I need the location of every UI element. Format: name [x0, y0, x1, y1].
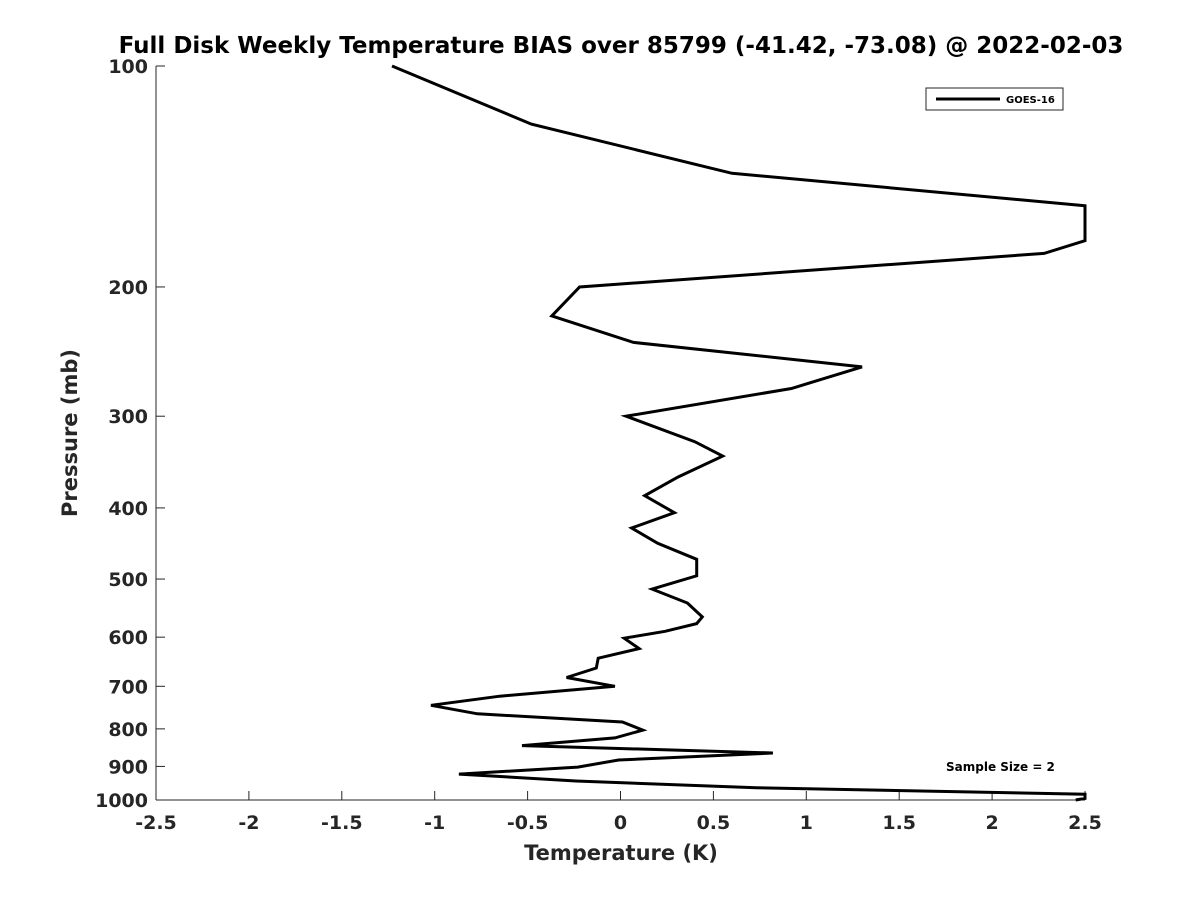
y-tick-label: 600 — [108, 627, 148, 649]
y-tick-label: 300 — [108, 406, 148, 428]
x-tick-label: 1.5 — [882, 812, 916, 834]
y-tick-label: 900 — [108, 756, 148, 778]
x-tick-label: -1 — [424, 812, 445, 834]
y-tick-label: 700 — [108, 676, 148, 698]
x-tick-label: -0.5 — [507, 812, 549, 834]
chart-title: Full Disk Weekly Temperature BIAS over 8… — [119, 33, 1124, 59]
legend-entry-goes-16: GOES-16 — [1006, 95, 1055, 106]
y-tick-label: 200 — [108, 277, 148, 299]
x-axis-label: Temperature (K) — [524, 841, 718, 865]
y-axis-label: Pressure (mb) — [58, 349, 82, 517]
y-tick-label: 1000 — [95, 790, 148, 812]
series-line-goes-16 — [391, 64, 1087, 802]
y-tick-label: 400 — [108, 498, 148, 520]
sample-size-annotation: Sample Size = 2 — [946, 760, 1055, 774]
x-tick-label: -2 — [238, 812, 259, 834]
x-tick-label: 0.5 — [697, 812, 731, 834]
x-tick-label: 0 — [614, 812, 627, 834]
x-tick-label: -1.5 — [321, 812, 363, 834]
x-tick-label: 1 — [800, 812, 813, 834]
y-tick-label: 800 — [108, 719, 148, 741]
x-tick-label: 2 — [985, 812, 998, 834]
x-ticks: -2.5 -2 -1.5 -1 -0.5 0 0.5 1 1.5 2 2.5 — [135, 791, 1102, 834]
y-tick-label: 500 — [108, 569, 148, 591]
y-tick-label: 100 — [108, 56, 148, 78]
y-ticks: 100 200 300 400 500 600 700 800 900 1000 — [95, 56, 165, 812]
x-tick-label: 2.5 — [1068, 812, 1102, 834]
x-tick-label: -2.5 — [135, 812, 177, 834]
series-layer — [391, 64, 1087, 802]
legend: GOES-16 — [925, 87, 1064, 111]
